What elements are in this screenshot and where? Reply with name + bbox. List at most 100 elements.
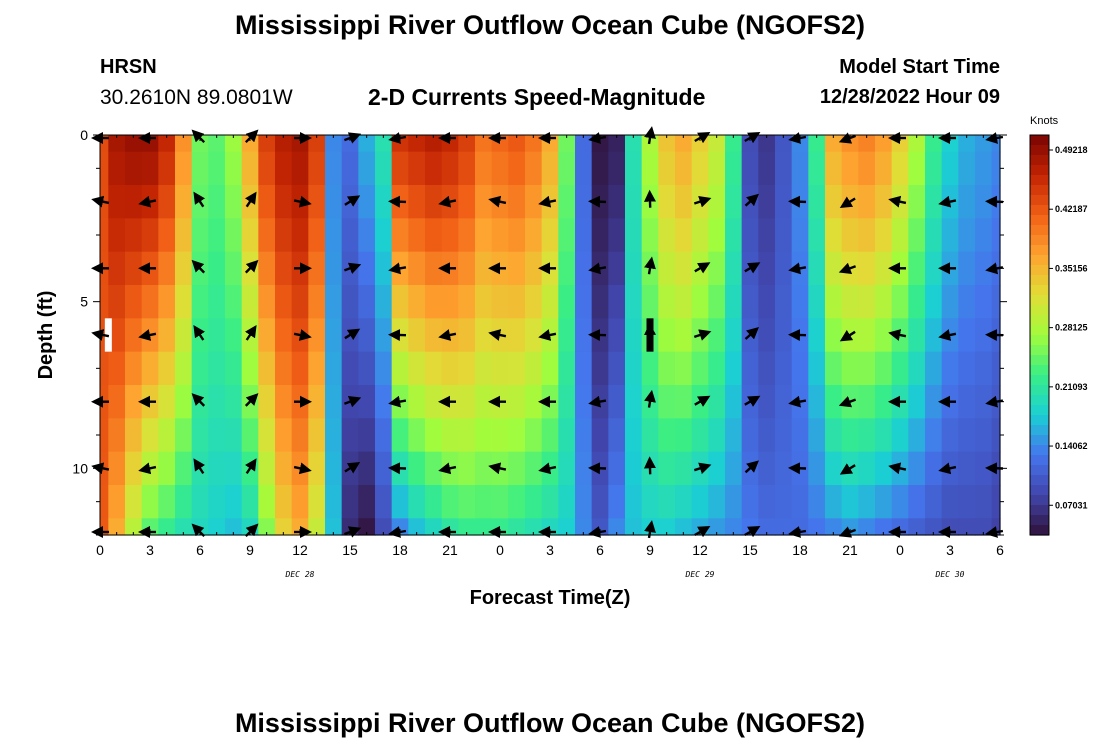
- x-tick-label: 12: [692, 542, 708, 558]
- heatmap-cell: [791, 485, 809, 519]
- heatmap-cell: [108, 285, 126, 319]
- heatmap-cell: [425, 318, 443, 353]
- heatmap-cell: [641, 351, 659, 386]
- heatmap-cell: [241, 418, 259, 453]
- heatmap-cell: [308, 218, 326, 253]
- heatmap-cell: [858, 518, 876, 536]
- heatmap-cell: [675, 218, 693, 253]
- heatmap-cell: [375, 251, 393, 286]
- heatmap-cell: [325, 318, 343, 353]
- heatmap-cell: [658, 418, 676, 453]
- heatmap-cell: [691, 285, 709, 319]
- heatmap-cell: [341, 285, 359, 319]
- heatmap-cell: [458, 185, 476, 219]
- heatmap-cell: [625, 385, 643, 419]
- colorbar-segment: [1030, 255, 1049, 266]
- heatmap-cell: [308, 451, 326, 486]
- current-arrow: [191, 393, 206, 407]
- colorbar-segment: [1030, 425, 1049, 436]
- heatmap-cell: [891, 485, 909, 519]
- heatmap-cell: [925, 351, 943, 386]
- heatmap-cell: [425, 285, 443, 319]
- heatmap-cell: [125, 351, 143, 386]
- heatmap-cell: [158, 485, 176, 519]
- heatmap-cell: [225, 385, 243, 419]
- heatmap-cell: [858, 485, 876, 519]
- heatmap-cells: [100, 135, 1001, 536]
- heatmap-cell: [725, 218, 743, 253]
- heatmap-cell: [275, 218, 293, 253]
- heatmap-cell: [625, 218, 643, 253]
- heatmap-cell: [408, 518, 426, 536]
- heatmap-cell: [100, 351, 109, 386]
- heatmap-cell: [691, 218, 709, 253]
- heatmap-cell: [258, 135, 276, 153]
- heatmap-cell: [225, 285, 243, 319]
- heatmap-cell: [675, 151, 693, 186]
- heatmap-cell: [358, 451, 376, 486]
- heatmap-cell: [225, 518, 243, 536]
- current-arrow: [938, 462, 957, 475]
- heatmap-cell: [541, 151, 559, 186]
- heatmap-cell: [608, 351, 626, 386]
- heatmap-cell: [325, 418, 343, 453]
- x-tick-label: 9: [246, 542, 254, 558]
- heatmap-cell: [241, 285, 259, 319]
- heatmap-cell: [908, 285, 926, 319]
- heatmap-cell: [841, 218, 859, 253]
- current-arrow: [344, 195, 361, 207]
- heatmap-cell: [291, 151, 309, 186]
- heatmap-cell: [108, 518, 126, 536]
- x-tick-label: 12: [292, 542, 308, 558]
- heatmap-cell: [341, 418, 359, 453]
- heatmap-cell: [491, 485, 509, 519]
- heatmap-cell: [258, 418, 276, 453]
- heatmap-cell: [508, 218, 526, 253]
- heatmap-cell: [608, 518, 626, 536]
- heatmap-cell: [558, 135, 576, 153]
- heatmap-cell: [708, 285, 726, 319]
- heatmap-cell: [875, 418, 893, 453]
- heatmap-cell: [991, 418, 1001, 453]
- heatmap-cell: [958, 218, 976, 253]
- heatmap-cell: [158, 318, 176, 353]
- heatmap-cell: [525, 251, 543, 286]
- heatmap-cell: [725, 485, 743, 519]
- heatmap-cell: [825, 251, 843, 286]
- heatmap-cell: [775, 151, 793, 186]
- heatmap-cell: [575, 285, 593, 319]
- colorbar-segment: [1030, 145, 1049, 156]
- current-arrow: [744, 460, 759, 474]
- heatmap-cell: [108, 185, 126, 219]
- heatmap-cell: [408, 418, 426, 453]
- heatmap-cell: [975, 385, 993, 419]
- heatmap-cell: [358, 251, 376, 286]
- current-arrow: [343, 396, 362, 408]
- heatmap-cell: [741, 485, 759, 519]
- current-arrow: [839, 463, 856, 475]
- heatmap-cell: [441, 218, 459, 253]
- heatmap-cell: [808, 251, 826, 286]
- heatmap-cell: [108, 318, 126, 353]
- heatmap-cell: [525, 135, 543, 153]
- heatmap-cell: [441, 351, 459, 386]
- current-arrow: [244, 458, 257, 475]
- colorbar-segment: [1030, 215, 1049, 226]
- heatmap-cell: [625, 451, 643, 486]
- heatmap-cell: [908, 251, 926, 286]
- heatmap-cell: [275, 451, 293, 486]
- heatmap-cell: [708, 318, 726, 353]
- heatmap-cell: [158, 418, 176, 453]
- heatmap-cell: [675, 285, 693, 319]
- x-tick-label: 18: [392, 542, 408, 558]
- colorbar-segment: [1030, 275, 1049, 286]
- heatmap-cell: [875, 485, 893, 519]
- heatmap-cell: [308, 485, 326, 519]
- heatmap-cell: [191, 351, 209, 386]
- heatmap-cell: [858, 151, 876, 186]
- heatmap-cell: [475, 135, 493, 153]
- heatmap-cell: [958, 318, 976, 353]
- heatmap-cell: [375, 351, 393, 386]
- heatmap-cell: [475, 418, 493, 453]
